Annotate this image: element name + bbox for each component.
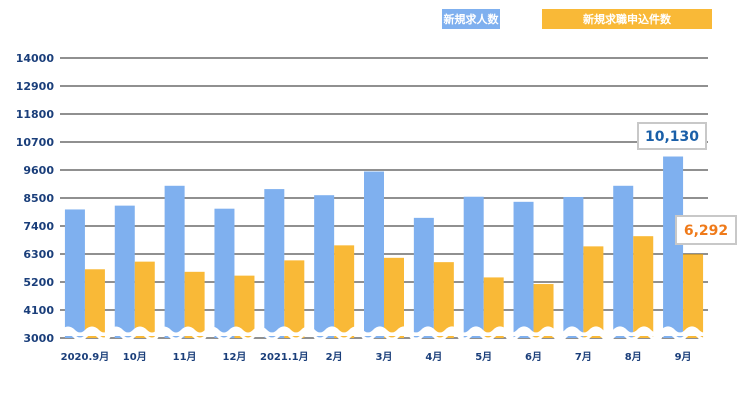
x-tick-label: 2020.9月 [61,351,110,363]
bar-series2 [84,269,105,338]
x-tick-label: 10月 [123,351,147,363]
bar-series1 [164,185,185,338]
bars [64,156,704,338]
bar-series2 [633,236,654,338]
bar-series2 [234,275,255,338]
bar-series2 [533,284,554,338]
axis-break-band [60,326,712,341]
y-tick-label: 5200 [23,276,54,289]
bar-series2 [483,277,504,338]
y-tick-label: 11800 [16,108,55,121]
bar-series1 [663,156,684,338]
y-tick-label: 14000 [16,52,55,65]
bar-series2 [433,262,454,338]
legend-swatch-series2 [542,9,712,29]
y-tick-label: 10700 [16,136,55,149]
x-tick-label: 3月 [376,351,393,363]
legend-label-series2: 新規求職申込件数 [583,12,672,26]
x-tick-label: 7月 [575,351,592,363]
callout-series1-value: 10,130 [645,129,699,145]
bar-series2 [384,257,404,338]
bar-series1 [64,209,85,338]
bar-series2 [683,254,704,338]
x-tick-label: 11月 [173,351,197,363]
y-tick-label: 4100 [23,304,54,317]
bar-series1 [463,196,484,338]
x-tick-label: 2月 [326,351,343,363]
callout-series2-value: 6,292 [684,223,728,239]
y-tick-label: 3000 [23,332,54,345]
callout-series2: 6,292 [675,215,737,245]
legend-label-series1: 新規求人数 [444,12,500,26]
y-tick-label: 6300 [23,248,54,261]
bar-series1 [513,201,534,338]
callout-series1: 10,130 [637,122,707,150]
y-tick-label: 8500 [23,192,54,205]
axis-break-wave-lower [60,331,712,341]
bar-series1 [214,208,235,338]
bar-series2 [284,260,305,338]
bar-series1 [314,195,335,338]
callout-series1-box [637,122,707,150]
bar-series1 [264,189,285,338]
axis-break-wave-upper [60,326,712,336]
bar-series2 [334,245,355,338]
y-tick-label: 12900 [16,80,55,93]
bar-series1 [413,217,434,338]
x-tick-label: 12月 [223,351,247,363]
x-tick-label: 9月 [675,351,692,363]
bar-series1 [364,171,384,338]
x-tick-label: 6月 [525,351,542,363]
legend: 新規求人数 新規求職申込件数 [442,9,712,29]
bar-series1 [613,185,634,338]
x-axis-ticks: 2020.9月 10月 11月 12月 2021.1月 2月 3月 4月 5月 6月 7月 8月 9月 [61,351,692,363]
bar-series2 [583,246,604,338]
y-tick-label: 7400 [23,220,54,233]
y-axis-ticks: 3000 4100 5200 6300 7400 8500 9600 10700 11800 12… [16,52,55,345]
legend-swatch-series1 [442,9,500,29]
y-tick-label: 9600 [23,164,54,177]
bar-series2 [134,261,155,338]
bar-series1 [563,196,584,338]
x-tick-label: 8月 [625,351,642,363]
x-tick-label: 5月 [475,351,492,363]
bar-series1 [114,205,135,338]
x-tick-label: 2021.1月 [260,351,309,363]
bar-series2 [184,271,205,338]
callout-series2-box [675,215,737,245]
x-tick-label: 4月 [425,351,442,363]
